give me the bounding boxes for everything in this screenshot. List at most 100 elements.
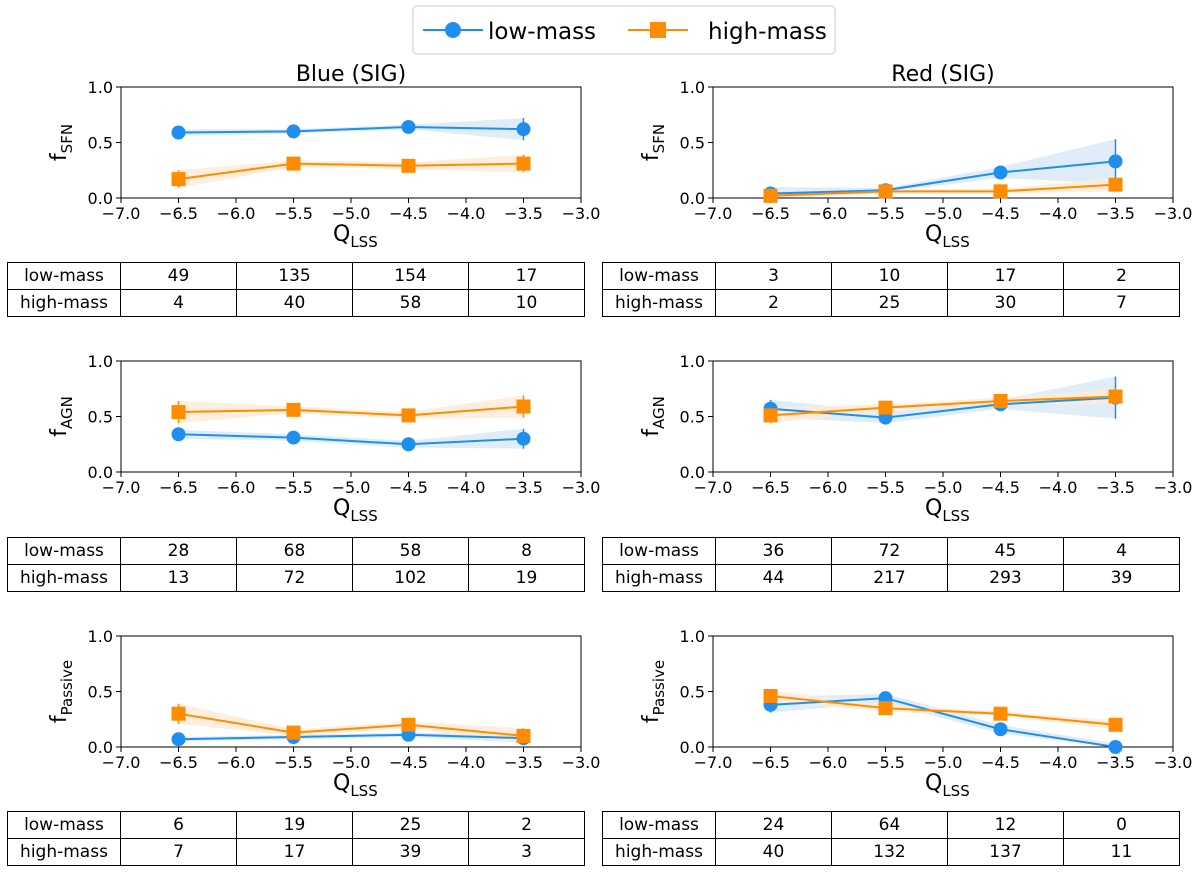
x-tick-label: −3.0 bbox=[562, 204, 601, 223]
x-tick-label: −6.0 bbox=[217, 478, 256, 497]
table-cell: 7 bbox=[1063, 289, 1180, 317]
data-point-high-mass bbox=[516, 399, 531, 414]
x-axis-label-sub: LSS bbox=[942, 233, 969, 251]
table-row: high-mass 4 40 58 10 bbox=[7, 289, 585, 317]
x-tick-label: −3.5 bbox=[1096, 478, 1135, 497]
y-tick-label: 0.0 bbox=[88, 738, 113, 757]
table-cell: 293 bbox=[947, 564, 1064, 592]
y-axis-label-base: f bbox=[639, 428, 664, 437]
table-row-label: low-mass bbox=[7, 537, 121, 565]
x-axis-label-base: Q bbox=[333, 771, 350, 796]
table-cell: 44 bbox=[715, 564, 832, 592]
y-axis-label-base: f bbox=[47, 152, 72, 161]
data-point-high-mass bbox=[286, 725, 301, 740]
table-row: low-mass 6 19 25 2 bbox=[7, 811, 585, 839]
table-cell: 10 bbox=[831, 262, 948, 290]
error-band-high-mass bbox=[178, 395, 524, 424]
y-tick-label: 1.0 bbox=[680, 352, 705, 371]
data-point-high-mass bbox=[171, 706, 186, 721]
data-point-low-mass bbox=[171, 732, 186, 747]
series-line-high-mass bbox=[770, 395, 1116, 417]
data-point-high-mass bbox=[171, 405, 186, 420]
table-row: high-mass 40 132 137 11 bbox=[602, 838, 1180, 866]
data-point-low-mass bbox=[1108, 154, 1123, 169]
table-row-label: high-mass bbox=[602, 289, 716, 317]
x-tick-label: −4.0 bbox=[447, 478, 486, 497]
series-line-low-mass bbox=[178, 433, 524, 446]
series-line-low-mass bbox=[770, 396, 1116, 419]
data-point-high-mass bbox=[516, 156, 531, 171]
table-row-label: high-mass bbox=[602, 838, 716, 866]
legend-low-mass-label: low-mass bbox=[488, 19, 596, 45]
table-cell: 4 bbox=[120, 289, 237, 317]
y-axis-label-sub: Passive bbox=[58, 660, 76, 715]
legend-high-mass-label: high-mass bbox=[708, 19, 827, 45]
x-tick-label: −5.5 bbox=[866, 204, 905, 223]
x-axis-label-base: Q bbox=[925, 222, 942, 247]
x-tick-label: −3.0 bbox=[562, 478, 601, 497]
panel-red-sfn: −7.0 −6.5 −6.0 −5.5 −5.0 −4.5 −4.0 −3.5 −3.0 0.0 0… bbox=[639, 62, 1192, 251]
table-cell: 13 bbox=[120, 564, 237, 592]
table-cell: 58 bbox=[352, 289, 469, 317]
data-point-low-mass bbox=[401, 119, 416, 134]
x-tick-label: −3.5 bbox=[1096, 753, 1135, 772]
y-tick-label: 0.0 bbox=[88, 189, 113, 208]
x-tick-label: −6.5 bbox=[751, 753, 790, 772]
panel-title: Blue (SIG) bbox=[296, 62, 406, 87]
y-axis-label: fPassive bbox=[639, 660, 668, 723]
table-cell: 28 bbox=[120, 537, 237, 565]
panel-title: Red (SIG) bbox=[891, 62, 994, 87]
x-tick-label: −5.5 bbox=[274, 478, 313, 497]
table-cell: 30 bbox=[947, 289, 1064, 317]
count-table-blue-sfn: low-mass 49 135 154 17 high-mass 4 40 58 10 bbox=[7, 262, 585, 317]
table-row-label: high-mass bbox=[602, 564, 716, 592]
table-row-label: low-mass bbox=[602, 537, 716, 565]
table-cell: 64 bbox=[831, 811, 948, 839]
x-axis-label-sub: LSS bbox=[942, 782, 969, 800]
x-axis-label-base: Q bbox=[333, 496, 350, 521]
data-point-low-mass bbox=[993, 722, 1008, 737]
table-cell: 132 bbox=[831, 838, 948, 866]
count-table-red-agn: low-mass 36 72 45 4 high-mass 44 217 293 39 bbox=[602, 537, 1180, 592]
x-tick-label: −3.0 bbox=[1154, 478, 1193, 497]
y-tick-label: 0.0 bbox=[680, 463, 705, 482]
x-axis-label-base: Q bbox=[333, 222, 350, 247]
x-axis-label-sub: LSS bbox=[350, 233, 377, 251]
y-axis-label-sub: Passive bbox=[650, 660, 668, 715]
y-tick-label: 0.5 bbox=[680, 683, 705, 702]
table-cell: 3 bbox=[715, 262, 832, 290]
x-axis-label: QLSS bbox=[333, 222, 378, 251]
data-point-high-mass bbox=[286, 156, 301, 171]
x-tick-label: −5.0 bbox=[332, 204, 371, 223]
x-tick-label: −7.0 bbox=[694, 204, 733, 223]
table-cell: 12 bbox=[947, 811, 1064, 839]
data-point-high-mass bbox=[516, 728, 531, 743]
data-point-low-mass bbox=[516, 122, 531, 137]
table-cell: 36 bbox=[715, 537, 832, 565]
legend-frame bbox=[412, 5, 836, 55]
x-tick-label: −5.5 bbox=[274, 753, 313, 772]
y-axis-label-sub: AGN bbox=[650, 396, 668, 429]
x-tick-label: −3.5 bbox=[504, 478, 543, 497]
table-row-label: high-mass bbox=[7, 289, 121, 317]
series-line-high-mass bbox=[178, 712, 524, 737]
table-cell: 17 bbox=[468, 262, 585, 290]
table-cell: 49 bbox=[120, 262, 237, 290]
table-cell: 72 bbox=[236, 564, 353, 592]
x-tick-label: −4.0 bbox=[1039, 204, 1078, 223]
table-row: high-mass 2 25 30 7 bbox=[602, 289, 1180, 317]
data-point-high-mass bbox=[401, 408, 416, 423]
series-line-high-mass bbox=[770, 694, 1116, 726]
x-tick-label: −5.0 bbox=[924, 478, 963, 497]
y-tick-label: 1.0 bbox=[88, 78, 113, 97]
x-tick-label: −6.5 bbox=[159, 478, 198, 497]
table-cell: 135 bbox=[236, 262, 353, 290]
y-axis-label: fSFN bbox=[47, 124, 76, 161]
x-tick-label: −3.5 bbox=[1096, 204, 1135, 223]
panels: −7.0 −6.5 −6.0 −5.5 −5.0 −4.5 −4.0 −3.5 −3.0 0.0 0… bbox=[47, 62, 1192, 800]
y-tick-label: 0.5 bbox=[88, 408, 113, 427]
series-line-low-mass bbox=[178, 733, 524, 741]
table-cell: 45 bbox=[947, 537, 1064, 565]
data-point-low-mass bbox=[171, 125, 186, 140]
x-tick-label: −7.0 bbox=[694, 478, 733, 497]
